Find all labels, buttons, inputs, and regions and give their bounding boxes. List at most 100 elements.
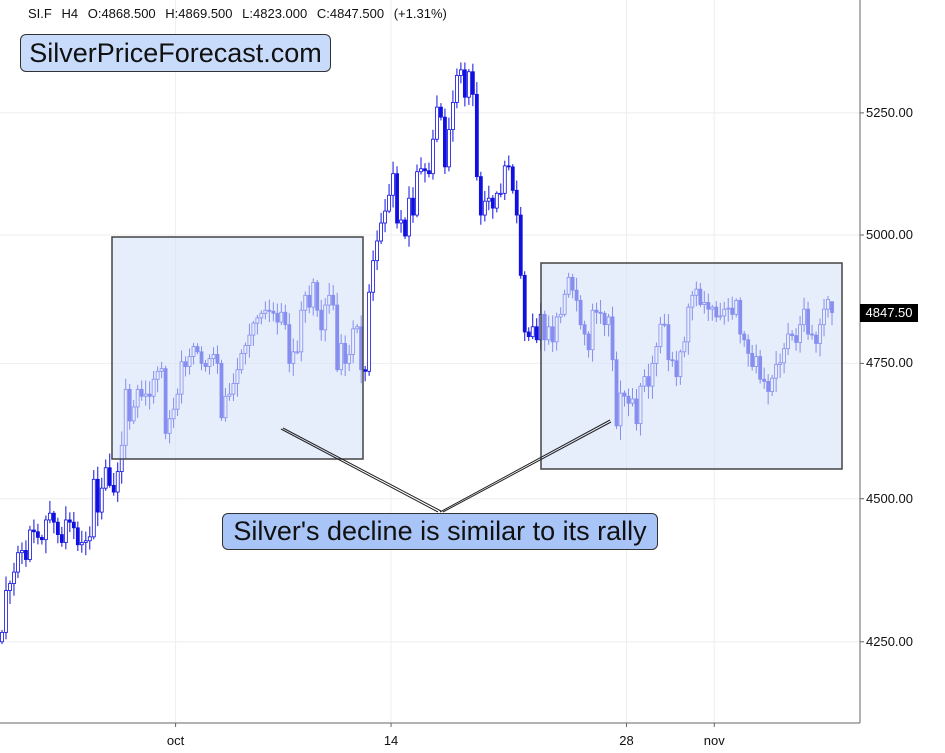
candle-body-up (115, 471, 120, 493)
candle (399, 210, 403, 233)
candle (490, 195, 495, 219)
candle (59, 526, 64, 547)
candle (486, 185, 491, 211)
candle (47, 500, 52, 524)
candle-body-down (55, 521, 60, 535)
candle (447, 117, 451, 172)
site-logo-label: SilverPriceForecast.com (20, 34, 331, 72)
candle (455, 68, 459, 109)
candle (498, 183, 503, 198)
candle-body-up (12, 571, 16, 584)
candle-body-up (91, 478, 96, 538)
candle-body-up (466, 71, 471, 98)
candle (75, 521, 80, 551)
open-value: O:4868.500 (87, 6, 156, 21)
candle (383, 199, 387, 233)
candle (99, 477, 104, 520)
candle-body-up (79, 542, 84, 546)
high-value: H:4869.500 (165, 6, 233, 21)
candle-body-up (83, 540, 88, 543)
candle-body-up (16, 552, 20, 573)
candle-body-down (490, 197, 495, 209)
candle (371, 250, 376, 301)
change-value: (+1.31%) (393, 6, 447, 21)
y-tick-label: 5250.00 (866, 104, 913, 120)
candle (530, 313, 535, 340)
candle (518, 206, 523, 279)
candle-body-down (522, 274, 527, 333)
callout-pointer-lines (280, 419, 612, 513)
candle-body-up (371, 260, 376, 293)
candle (379, 212, 383, 245)
candle-body-up (530, 326, 535, 338)
candle-body-up (47, 512, 52, 521)
candle-body-down (518, 214, 523, 276)
candle-body-down (107, 467, 112, 486)
candle-body-up (431, 138, 435, 175)
candle (470, 63, 475, 107)
candle-body-up (28, 529, 32, 560)
candle (431, 129, 435, 180)
candle-body-down (95, 478, 100, 513)
ohlc-header: SI.F H4 O:4868.500 H:4869.500 L:4823.000… (28, 6, 453, 21)
candle (43, 515, 48, 554)
timeframe: H4 (61, 6, 79, 21)
candle (32, 519, 36, 544)
candle (67, 512, 72, 533)
candle-body-up (486, 197, 491, 202)
candle (87, 526, 92, 550)
candle (12, 562, 16, 596)
candle-body-up (4, 590, 8, 633)
candle-body-down (59, 534, 64, 543)
candle-body-up (387, 194, 391, 212)
x-tick-label: 14 (383, 733, 399, 748)
candle (403, 217, 407, 240)
candle (510, 164, 515, 194)
y-tick-label: 4250.00 (866, 633, 913, 649)
candle (8, 580, 12, 604)
candle-body-up (415, 171, 419, 216)
low-value: L:4823.000 (242, 6, 308, 21)
candle-body-down (51, 512, 56, 523)
candle-body-up (383, 210, 387, 224)
candle-body-up (87, 536, 92, 542)
candle-body-up (458, 69, 463, 76)
candle-body-up (103, 467, 108, 489)
candle (423, 163, 427, 183)
candle-body-down (506, 165, 511, 168)
candle-body-up (8, 583, 12, 591)
candle (534, 318, 539, 344)
candle (427, 162, 431, 178)
candle-body-down (510, 166, 515, 191)
candle-body-down (478, 176, 483, 216)
candle (458, 62, 463, 84)
candle-body-down (534, 326, 539, 341)
y-tick-label: 5000.00 (866, 227, 913, 242)
candle (443, 108, 447, 174)
candle (20, 542, 24, 564)
candle (95, 466, 100, 527)
candle (395, 166, 399, 229)
candle-body-up (494, 192, 499, 209)
candle (522, 271, 527, 342)
candle (71, 512, 76, 540)
candle-body-down (526, 331, 531, 338)
candle (24, 540, 28, 567)
last-price-label: 4847.50 (860, 303, 918, 322)
candle (55, 517, 60, 544)
candle (411, 187, 415, 223)
candle-body-up (498, 192, 503, 195)
candle (4, 576, 8, 640)
candle (482, 190, 487, 222)
candle-body-up (99, 487, 104, 513)
candle (40, 534, 44, 545)
candle-body-down (111, 485, 116, 493)
candle-body-up (367, 291, 372, 372)
candle-body-up (391, 173, 395, 196)
candle (474, 82, 479, 181)
candle (367, 284, 372, 376)
y-tick-label: 4750.00 (866, 355, 913, 371)
candle-body-up (419, 168, 423, 173)
candle-body-up (375, 240, 379, 262)
